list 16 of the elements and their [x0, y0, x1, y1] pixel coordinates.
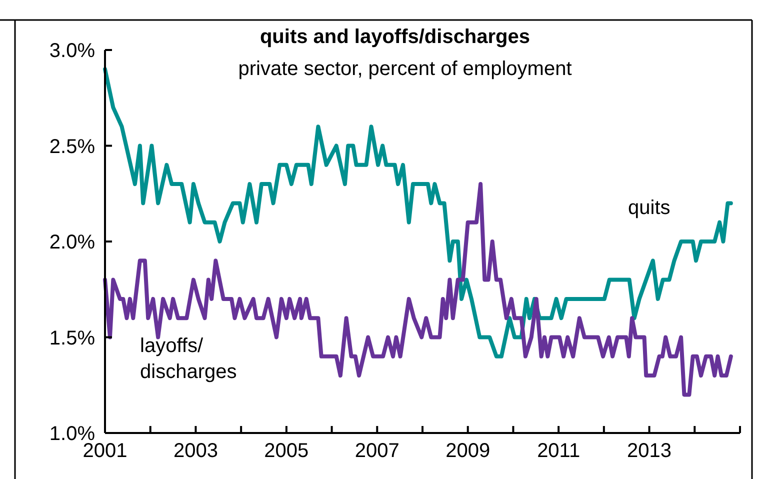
y-tick-label: 2.0%	[49, 232, 96, 254]
x-tick-label: 2001	[82, 440, 128, 462]
y-tick-label: 3.0%	[49, 40, 96, 62]
chart-title: quits and layoffs/discharges	[260, 26, 530, 48]
x-tick-label: 2005	[264, 440, 309, 462]
x-tick-label: 2011	[537, 440, 580, 462]
y-tick-label: 2.5%	[49, 136, 96, 158]
x-tick-label: 2003	[173, 440, 218, 462]
x-tick-label: 2009	[446, 440, 490, 462]
line-series	[103, 182, 733, 397]
y-tick-label: 1.5%	[49, 327, 96, 350]
series-label: quits	[628, 197, 670, 219]
chart-subtitle: private sector, percent of employment	[238, 58, 572, 80]
series-label: layoffs/discharges	[140, 335, 237, 383]
x-tick-label: 2007	[354, 440, 400, 462]
x-tick-label: 2013	[627, 440, 672, 462]
